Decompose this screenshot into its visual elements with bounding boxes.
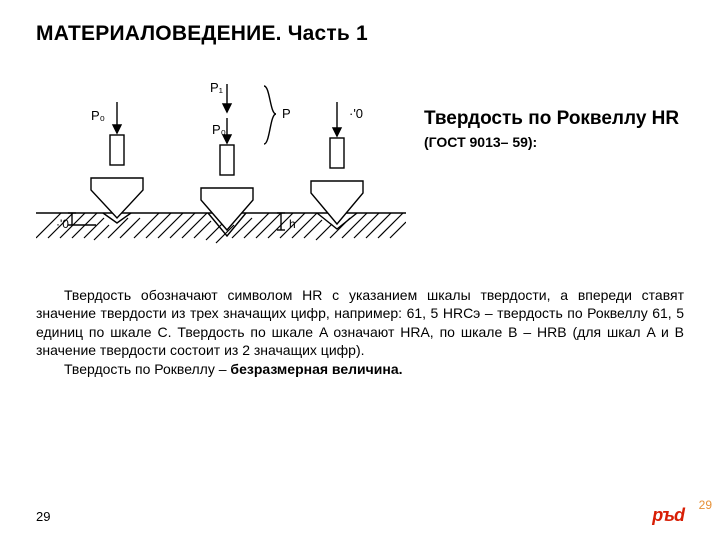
page-title: МАТЕРИАЛОВЕДЕНИЕ. Часть 1 — [0, 22, 720, 46]
subtitle: Твердость по Роквеллу HR — [424, 108, 688, 130]
hardness-diagram: P₀ P₁ P₀ P ·'0 ·'0 h — [36, 78, 406, 268]
rzd-logo: pъd — [652, 505, 684, 526]
label-p0-mid: P₀ — [212, 122, 226, 137]
label-p0-right: ·'0 — [349, 106, 363, 121]
label-h0: ·'0 — [56, 217, 69, 231]
label-p1: P₁ — [210, 80, 224, 95]
label-p: P — [282, 106, 291, 121]
label-p0-left: P₀ — [91, 108, 105, 123]
body-text: Твердость обозначают символом HR с указа… — [0, 286, 720, 378]
label-h: h — [289, 217, 296, 231]
gost-reference: (ГОСТ 9013– 59): — [424, 134, 688, 150]
page-number: 29 — [36, 509, 50, 524]
corner-number: 29 — [699, 498, 712, 512]
